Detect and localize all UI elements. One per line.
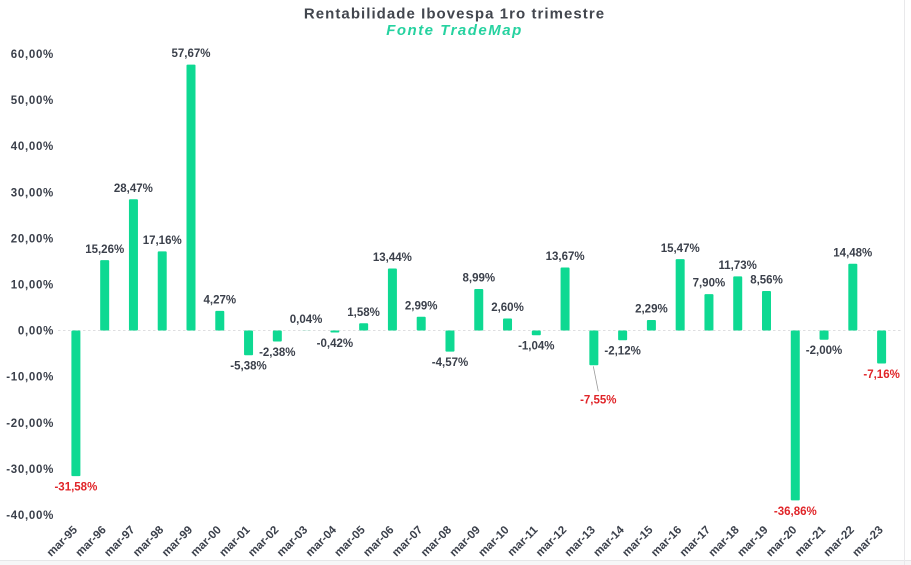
svg-text:28,47%: 28,47% bbox=[114, 183, 153, 195]
svg-text:2,29%: 2,29% bbox=[635, 304, 668, 316]
svg-text:-40,00%: -40,00% bbox=[6, 510, 54, 522]
svg-text:13,44%: 13,44% bbox=[373, 252, 412, 264]
svg-text:-5,38%: -5,38% bbox=[230, 361, 266, 373]
svg-text:-1,04%: -1,04% bbox=[518, 341, 554, 353]
svg-text:17,16%: 17,16% bbox=[143, 235, 182, 247]
svg-text:0,04%: 0,04% bbox=[290, 314, 323, 326]
svg-text:2,99%: 2,99% bbox=[405, 300, 438, 312]
svg-text:60,00%: 60,00% bbox=[11, 49, 54, 61]
svg-text:40,00%: 40,00% bbox=[11, 141, 54, 153]
svg-text:Fonte TradeMap: Fonte TradeMap bbox=[386, 22, 523, 39]
svg-text:30,00%: 30,00% bbox=[11, 187, 54, 199]
svg-text:50,00%: 50,00% bbox=[11, 95, 54, 107]
svg-text:-2,00%: -2,00% bbox=[806, 345, 842, 357]
svg-text:-20,00%: -20,00% bbox=[6, 418, 54, 430]
svg-text:-2,38%: -2,38% bbox=[259, 347, 295, 359]
svg-text:14,48%: 14,48% bbox=[833, 247, 872, 259]
svg-text:10,00%: 10,00% bbox=[11, 280, 54, 292]
svg-text:-30,00%: -30,00% bbox=[6, 464, 54, 476]
svg-text:8,99%: 8,99% bbox=[462, 273, 495, 285]
svg-text:4,27%: 4,27% bbox=[203, 294, 236, 306]
svg-text:8,56%: 8,56% bbox=[750, 275, 783, 287]
svg-text:-2,12%: -2,12% bbox=[604, 346, 640, 358]
svg-text:20,00%: 20,00% bbox=[11, 233, 54, 245]
svg-text:15,26%: 15,26% bbox=[85, 244, 124, 256]
svg-text:-0,42%: -0,42% bbox=[317, 338, 353, 350]
svg-text:-31,58%: -31,58% bbox=[54, 482, 97, 494]
svg-text:-7,16%: -7,16% bbox=[863, 369, 899, 381]
svg-text:-4,57%: -4,57% bbox=[432, 357, 468, 369]
svg-text:-10,00%: -10,00% bbox=[6, 372, 54, 384]
svg-text:1,58%: 1,58% bbox=[347, 307, 380, 319]
svg-text:-36,86%: -36,86% bbox=[774, 506, 817, 518]
svg-text:13,67%: 13,67% bbox=[546, 251, 585, 263]
svg-text:11,73%: 11,73% bbox=[719, 260, 757, 272]
svg-text:2,60%: 2,60% bbox=[491, 302, 524, 314]
svg-text:0,00%: 0,00% bbox=[18, 326, 54, 338]
svg-text:7,90%: 7,90% bbox=[693, 278, 726, 290]
svg-text:-7,55%: -7,55% bbox=[580, 395, 616, 407]
svg-text:Rentabilidade Ibovespa 1ro tri: Rentabilidade Ibovespa 1ro trimestre bbox=[304, 6, 605, 23]
svg-text:15,47%: 15,47% bbox=[661, 243, 700, 255]
svg-text:57,67%: 57,67% bbox=[171, 48, 210, 60]
